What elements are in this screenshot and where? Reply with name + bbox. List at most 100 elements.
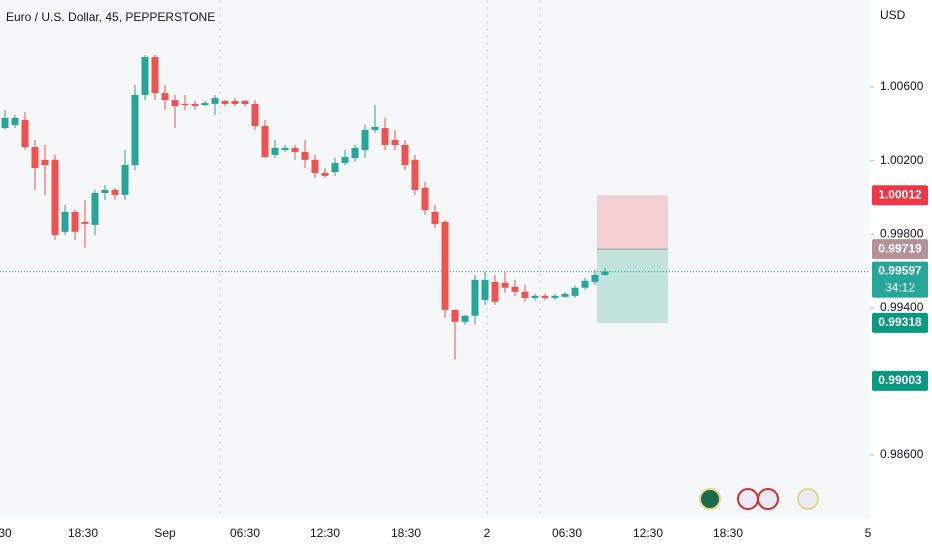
y-tick-label: 0.99400 <box>880 300 924 314</box>
price-badge <box>872 370 928 391</box>
candle-body <box>461 315 469 322</box>
candle-body <box>431 211 439 224</box>
candle-body <box>401 144 409 166</box>
candle-body <box>1 117 9 129</box>
chart-title: Euro / U.S. Dollar, 45, PEPPERSTONE <box>6 10 215 24</box>
x-tick-label: 2:30 <box>0 526 12 540</box>
price-badge-label: 0.99003 <box>878 373 922 387</box>
candle-body <box>261 126 269 157</box>
price-badge-label: 0.99597 <box>878 264 922 278</box>
event-icon <box>699 488 721 510</box>
candle-body <box>341 156 349 164</box>
x-tick-label: 18:30 <box>391 526 421 540</box>
candle-body <box>191 103 199 106</box>
candle-body <box>141 57 149 95</box>
candle-body <box>491 281 499 302</box>
candle-body <box>161 93 169 101</box>
candle-body <box>521 291 529 298</box>
candle-body <box>91 193 99 225</box>
candle-body <box>421 187 429 210</box>
x-tick-label: 12:30 <box>310 526 340 540</box>
x-tick-label: Sep <box>154 526 176 540</box>
price-badge-label: 1.00012 <box>878 187 922 201</box>
x-tick-label: 12:30 <box>633 526 663 540</box>
price-badge <box>872 239 928 260</box>
candle-body <box>301 151 309 160</box>
candle-body <box>391 140 399 145</box>
countdown: 34:12 <box>885 281 915 295</box>
event-icon <box>797 488 819 510</box>
axes: 1.00600 1.00200 0.99800 0.99400 0.98600 2:30 1… <box>0 79 928 540</box>
candle-body <box>61 211 69 232</box>
plot-background <box>0 0 870 520</box>
candle-body <box>31 147 39 168</box>
x-tick-label: 18:30 <box>68 526 98 540</box>
candle-body <box>101 189 109 194</box>
candle-body <box>131 94 139 166</box>
event-icon <box>757 488 779 510</box>
candle-body <box>181 103 189 106</box>
candle-body <box>381 128 389 145</box>
candle-body <box>451 309 459 322</box>
candle-body <box>81 221 89 224</box>
time-axis <box>0 518 870 550</box>
y-tick-label: 1.00200 <box>880 153 924 167</box>
stop-zone <box>597 195 668 250</box>
x-tick-label: 06:30 <box>230 526 260 540</box>
candle-body <box>311 159 319 173</box>
candle-body <box>581 280 589 288</box>
candle-body <box>121 165 129 195</box>
candle-body <box>291 147 299 152</box>
price-badge <box>872 261 928 298</box>
candle-body <box>571 287 579 296</box>
candle-body <box>241 101 249 104</box>
candle-body <box>411 159 419 190</box>
candle-body <box>251 103 259 127</box>
currency: USD <box>880 8 906 22</box>
candle-body <box>371 126 379 130</box>
candle-body <box>271 147 279 155</box>
plot <box>0 55 870 360</box>
candle-body <box>361 129 369 150</box>
candle-body <box>551 295 559 298</box>
candle-body <box>11 117 19 125</box>
x-tick-label: 06:30 <box>552 526 582 540</box>
candle-body <box>351 147 359 159</box>
candle-body <box>331 163 339 173</box>
candle-body <box>601 271 609 275</box>
x-tick-label: 18:30 <box>713 526 743 540</box>
candle-body <box>321 172 329 176</box>
candle-body <box>501 282 509 288</box>
price-badge-label: 0.99318 <box>878 315 922 329</box>
price-badge <box>872 185 928 206</box>
event-icon <box>737 488 759 510</box>
candle-body <box>221 101 229 104</box>
candle-body <box>151 57 159 94</box>
candle-body <box>561 293 569 297</box>
price-badge <box>872 312 928 333</box>
candle-body <box>201 103 209 106</box>
candle-body <box>41 159 49 166</box>
candle-body <box>71 211 79 232</box>
x-tick-label: 2 <box>484 526 491 540</box>
y-tick-label: 0.98600 <box>880 447 924 461</box>
candle-body <box>171 100 179 106</box>
y-tick-label: 0.99800 <box>880 226 924 240</box>
candle-body <box>481 279 489 300</box>
candle-body <box>51 159 59 235</box>
candle-body <box>471 279 479 316</box>
event-icons <box>699 488 819 510</box>
candle-body <box>441 221 449 310</box>
target-zone <box>597 249 668 323</box>
candle-body <box>211 98 219 104</box>
candle-body <box>111 189 119 195</box>
candle-body <box>511 286 519 292</box>
x-tick-label: 5 <box>865 526 872 540</box>
candle-body <box>231 101 239 104</box>
candle-body <box>591 274 599 282</box>
y-tick-label: 1.00600 <box>880 79 924 93</box>
price-badge-label: 0.99719 <box>878 241 922 255</box>
candle-body <box>541 295 549 298</box>
